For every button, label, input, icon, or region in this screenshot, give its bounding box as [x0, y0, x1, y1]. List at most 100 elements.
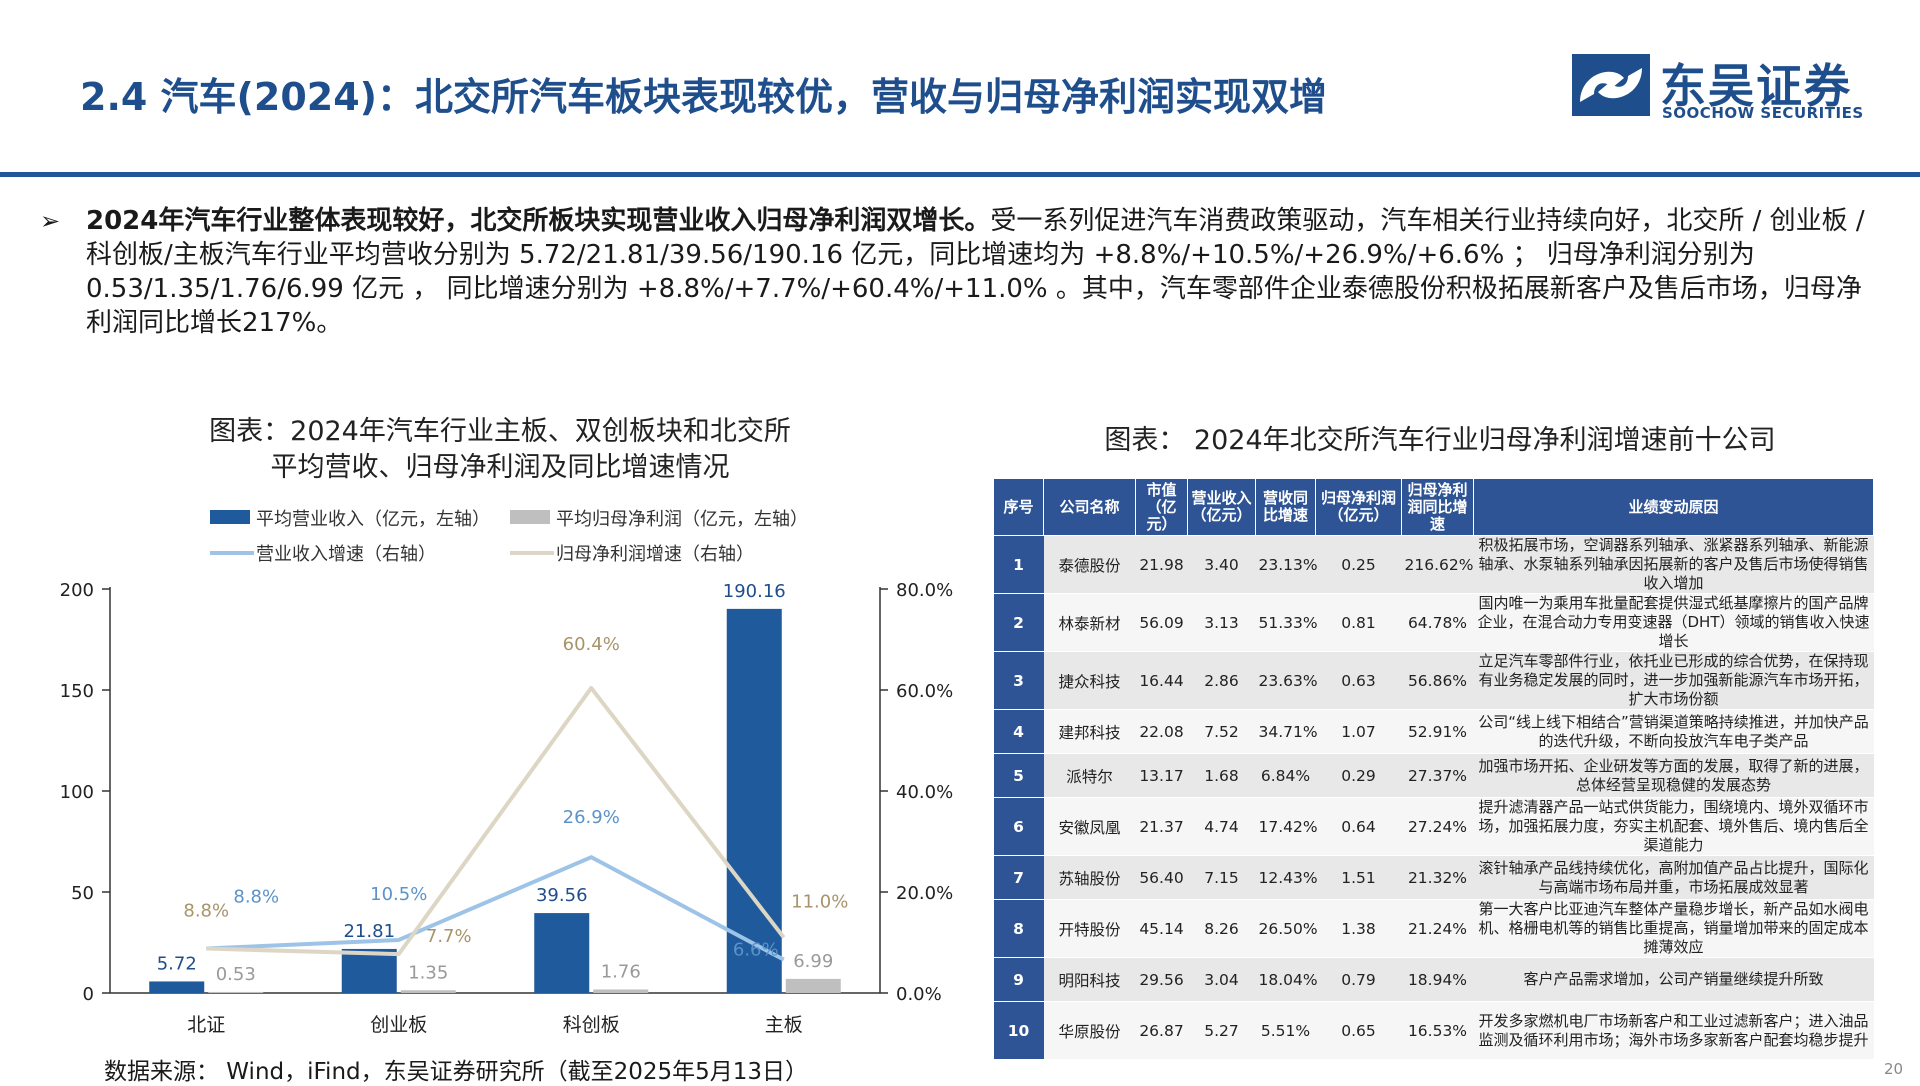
category-label: 科创板 [563, 1014, 620, 1036]
company-logo: 东吴证券 SOOCHOW SECURITIES [1572, 52, 1863, 122]
combo-chart: 平均营业收入（亿元，左轴） 平均归母净利润（亿元，左轴） 营业收入增速（右轴） 归母净… [60, 509, 954, 1036]
page-number: 20 [1884, 1060, 1904, 1078]
row-rev-g: 26.50% [1255, 899, 1318, 958]
top-ten-table: 序号 公司名称 市值（亿元） 营业收入（亿元） 营收同比增速 归母净利润（亿元）… [993, 478, 1874, 1060]
table-row: 10 华原股份 26.87 5.27 5.51% 0.65 16.53% 开发多家燃机电厂市场… [993, 1001, 1874, 1060]
line-data-label: 8.8% [233, 887, 279, 908]
row-np: 0.63 [1315, 651, 1402, 710]
row-company: 安徽凤凰 [1043, 797, 1136, 856]
row-rev: 1.68 [1187, 753, 1256, 798]
row-mv: 16.44 [1135, 651, 1188, 710]
header-market-value: 市值（亿元） [1135, 478, 1188, 536]
header-revenue-growth: 营收同比增速 [1255, 478, 1316, 536]
row-mv: 29.56 [1135, 957, 1188, 1002]
bar [534, 913, 590, 993]
row-mv: 21.98 [1135, 535, 1188, 594]
line-data-label: 11.0% [791, 891, 848, 912]
row-rev: 8.26 [1187, 899, 1256, 958]
logo-text-en: SOOCHOW SECURITIES [1662, 104, 1864, 122]
table-row: 4 建邦科技 22.08 7.52 34.71% 1.07 52.91% 公司“线上线下相结合… [993, 709, 1874, 754]
y-right-tick-label: 0.0% [896, 984, 942, 1005]
bar-data-label: 6.99 [793, 951, 833, 972]
row-rev-g: 23.63% [1255, 651, 1318, 710]
chart-title: 图表：2024年汽车行业主板、双创板块和北交所 平均营收、归母净利润及同比增速情… [150, 414, 850, 486]
row-index: 7 [993, 855, 1044, 900]
row-index: 3 [993, 651, 1044, 710]
row-rev-g: 12.43% [1255, 855, 1318, 900]
category-label: 北证 [187, 1014, 225, 1036]
bar-data-label: 39.56 [536, 885, 588, 906]
y-right-tick-label: 40.0% [896, 782, 953, 803]
row-reason: 国内唯一为乘用车批量配套提供湿式纸基摩擦片的国产品牌企业，在混合动力专用变速器（… [1473, 593, 1874, 652]
row-np: 0.65 [1315, 1001, 1402, 1060]
y-left-tick-label: 150 [60, 681, 94, 702]
table-row: 1 泰德股份 21.98 3.40 23.13% 0.25 216.62% 积极拓展市场，空调… [993, 535, 1874, 594]
row-rev: 5.27 [1187, 1001, 1256, 1060]
row-company: 建邦科技 [1043, 709, 1136, 754]
y-left-tick-label: 100 [60, 782, 94, 803]
chart-title-line-2: 平均营收、归母净利润及同比增速情况 [270, 452, 730, 483]
header-index: 序号 [993, 478, 1044, 536]
row-company: 林泰新材 [1043, 593, 1136, 652]
row-company: 华原股份 [1043, 1001, 1136, 1060]
bar [400, 990, 456, 993]
header-company: 公司名称 [1043, 478, 1136, 536]
row-np: 1.51 [1315, 855, 1402, 900]
bar [341, 948, 397, 993]
row-rev: 3.40 [1187, 535, 1256, 594]
row-reason: 加强市场开拓、企业研发等方面的发展，取得了新的进展，总体经营呈现稳健的发展态势 [1473, 753, 1874, 798]
table-title: 图表： 2024年北交所汽车行业归母净利润增速前十公司 [1104, 425, 1776, 456]
summary-body: 受一系列促进汽车消费政策驱动，汽车相关行业持续向好，北交所 / 创业板 / 科创… [86, 206, 1865, 338]
row-reason: 开发多家燃机电厂市场新客户和工业过滤新客户；进入油品监测及循环利用市场；海外市场… [1473, 1001, 1874, 1060]
row-index: 8 [993, 899, 1044, 958]
line-data-label: 26.9% [563, 807, 620, 828]
legend-label: 平均归母净利润（亿元，左轴） [556, 509, 808, 530]
row-np-g: 216.62% [1401, 535, 1474, 594]
bar-data-label: 1.35 [408, 962, 448, 983]
row-index: 9 [993, 957, 1044, 1002]
table-row: 3 捷众科技 16.44 2.86 23.63% 0.63 56.86% 立足汽车零部件行业，… [993, 651, 1874, 710]
row-company: 苏轴股份 [1043, 855, 1136, 900]
legend-swatch [510, 510, 550, 524]
row-np-g: 64.78% [1401, 593, 1474, 652]
y-right-tick-label: 20.0% [896, 883, 953, 904]
header-reason: 业绩变动原因 [1473, 478, 1874, 536]
row-company: 派特尔 [1043, 753, 1136, 798]
row-np: 0.29 [1315, 753, 1402, 798]
bar-data-label: 190.16 [723, 581, 786, 602]
row-reason: 第一大客户比亚迪汽车整体产量稳步增长，新产品如水阀电机、格栅电机等的销售比重提高… [1473, 899, 1874, 958]
soochow-logo-icon [1572, 54, 1650, 116]
row-mv: 56.09 [1135, 593, 1188, 652]
row-mv: 21.37 [1135, 797, 1188, 856]
row-index: 6 [993, 797, 1044, 856]
row-reason: 立足汽车零部件行业，依托业已形成的综合优势，在保持现有业务稳定发展的同时，进一步… [1473, 651, 1874, 710]
row-np-g: 18.94% [1401, 957, 1474, 1002]
category-label: 主板 [765, 1014, 803, 1036]
row-reason: 客户产品需求增加，公司产销量继续提升所致 [1473, 957, 1874, 1002]
row-np-g: 27.24% [1401, 797, 1474, 856]
bar-data-label: 21.81 [343, 921, 395, 942]
line-data-label: 6.6% [733, 940, 779, 961]
line-data-label: 60.4% [563, 634, 620, 655]
row-reason: 滚针轴承产品线持续优化，高附加值产品占比提升，国际化与高端市场布局并重，市场拓展… [1473, 855, 1874, 900]
row-mv: 26.87 [1135, 1001, 1188, 1060]
row-company: 捷众科技 [1043, 651, 1136, 710]
y-left-tick-label: 200 [60, 580, 94, 601]
row-rev-g: 17.42% [1255, 797, 1318, 856]
header-revenue: 营业收入（亿元） [1187, 478, 1256, 536]
summary-paragraph: ➢ 2024年汽车行业整体表现较好，北交所板块实现营业收入归母净利润双增长。受一… [40, 204, 1886, 340]
row-np-g: 27.37% [1401, 753, 1474, 798]
table-row: 5 派特尔 13.17 1.68 6.84% 0.29 27.37% 加强市场开拓、企业研发等… [993, 753, 1874, 798]
row-rev-g: 51.33% [1255, 593, 1318, 652]
bar [785, 978, 841, 993]
row-company: 明阳科技 [1043, 957, 1136, 1002]
row-mv: 45.14 [1135, 899, 1188, 958]
bar-data-label: 0.53 [216, 964, 256, 985]
legend-label: 营业收入增速（右轴） [256, 544, 436, 565]
row-rev: 3.04 [1187, 957, 1256, 1002]
legend-label: 归母净利润增速（右轴） [556, 544, 754, 565]
row-np: 0.79 [1315, 957, 1402, 1002]
table-row: 6 安徽凤凰 21.37 4.74 17.42% 0.64 27.24% 提升滤清器产品一站式… [993, 797, 1874, 856]
row-rev-g: 23.13% [1255, 535, 1318, 594]
row-mv: 22.08 [1135, 709, 1188, 754]
